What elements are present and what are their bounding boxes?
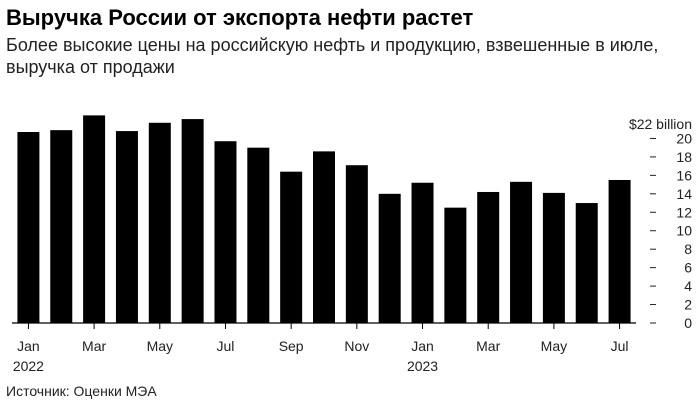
x-year-label: 2022 [13, 358, 44, 374]
bar [444, 207, 467, 323]
y-tick-label: 14 [676, 186, 692, 202]
x-tick-label: Jul [217, 338, 235, 354]
bar [411, 182, 434, 323]
bar [247, 147, 270, 323]
x-tick-label: Nov [344, 338, 369, 354]
y-tick-label: 20 [676, 130, 692, 146]
bar [477, 191, 500, 323]
chart-title: Выручка России от экспорта нефти растет [6, 5, 474, 30]
source-note: Источник: Оценки МЭА [6, 383, 157, 399]
y-unit-label: $22 billion [629, 116, 692, 132]
bar [575, 203, 598, 323]
x-tick-label: Sep [279, 338, 304, 354]
bar [148, 122, 171, 323]
bar [181, 119, 204, 323]
y-tick-label: 6 [684, 260, 692, 276]
y-tick-label: 0 [684, 315, 692, 331]
bar [378, 193, 401, 323]
bar [542, 192, 565, 323]
bar [50, 130, 73, 323]
y-tick-label: 4 [684, 278, 692, 294]
y-tick-label: 10 [676, 223, 692, 239]
y-tick-label: 18 [676, 149, 692, 165]
chart-subtitle: Более высокие цены на российскую нефть и… [6, 35, 659, 77]
x-year-label: 2023 [407, 358, 438, 374]
x-tick-label: Jul [611, 338, 629, 354]
bar [214, 141, 237, 323]
y-tick-label: 16 [676, 167, 692, 183]
bar [17, 131, 40, 323]
x-tick-label: Jan [411, 338, 434, 354]
y-tick-label: 8 [684, 241, 692, 257]
x-tick-label: Mar [82, 338, 106, 354]
bar [280, 171, 303, 323]
x-tick-label: May [147, 338, 173, 354]
y-tick-label: 2 [684, 297, 692, 313]
bar [608, 179, 631, 323]
bar [115, 131, 138, 323]
x-tick-label: Jan [17, 338, 40, 354]
bar [510, 181, 533, 323]
y-tick-label: 12 [676, 204, 692, 220]
x-tick-label: Mar [476, 338, 500, 354]
x-tick-label: May [541, 338, 567, 354]
bar [313, 151, 335, 323]
bar [83, 115, 106, 324]
bar [345, 165, 368, 323]
